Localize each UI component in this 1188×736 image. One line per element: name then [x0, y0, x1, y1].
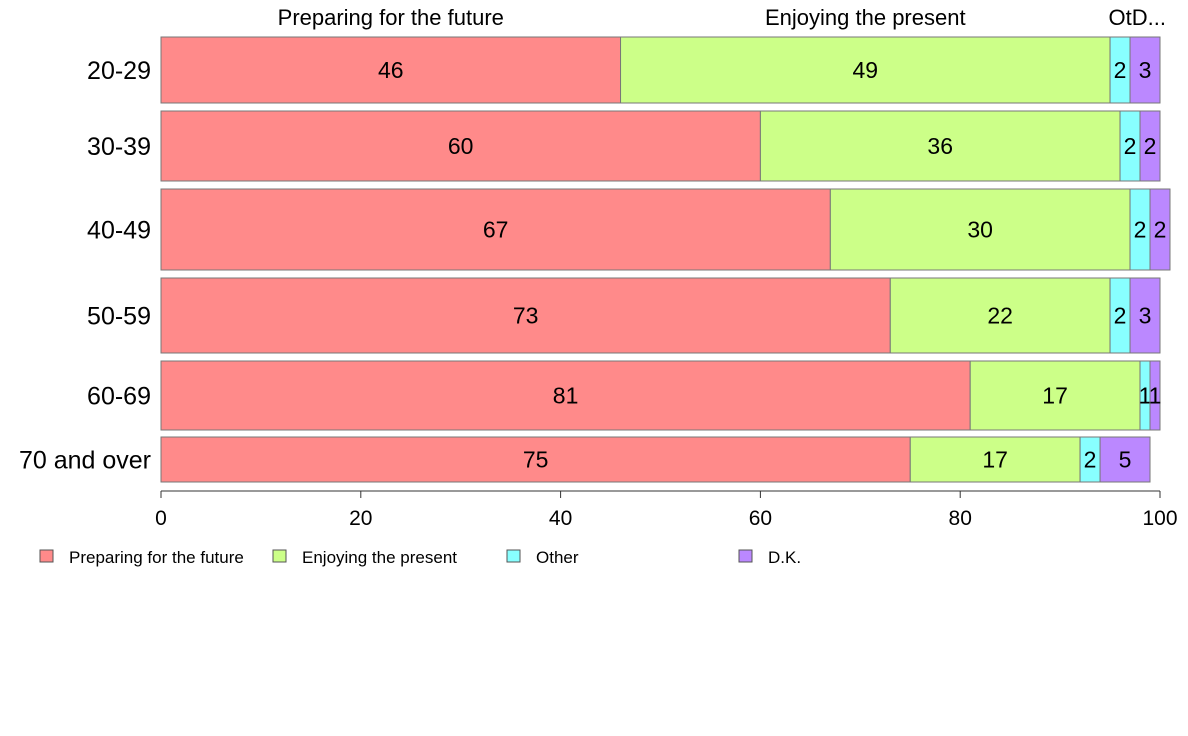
bar-segment: [160, 277, 891, 354]
data-label: 2: [1114, 303, 1127, 329]
y-tick-label: 50-59: [87, 303, 151, 331]
data-label: 1: [1149, 383, 1162, 409]
legend-item: Enjoying the present: [272, 548, 457, 567]
y-tick-label: 60-69: [87, 383, 151, 411]
legend: Preparing for the future Enjoying the pre…: [39, 548, 801, 567]
bar-segment: [1149, 188, 1171, 271]
legend-swatch: [272, 549, 287, 563]
bar-segment: [1129, 36, 1161, 104]
bar-segment: [1129, 277, 1161, 354]
data-label: 5: [1119, 447, 1132, 473]
x-tick-label: 60: [749, 507, 772, 530]
bar-segment: [1099, 436, 1151, 483]
bar-segment: [759, 110, 1121, 182]
x-tick-label: 20: [349, 507, 372, 530]
data-label: 30: [967, 217, 993, 243]
top-label: Preparing for the future: [278, 5, 504, 30]
top-labels: Preparing for the future Enjoying the pre…: [278, 5, 1166, 30]
x-tick-label: 80: [949, 507, 972, 530]
data-label: 17: [982, 447, 1008, 473]
y-tick-label: 20-29: [87, 57, 151, 85]
x-tick-label: 40: [549, 507, 572, 530]
data-label: 73: [513, 303, 539, 329]
legend-label: D.K.: [768, 548, 801, 567]
y-tick-label: 70 and over: [19, 447, 151, 475]
y-axis-labels: 20-29 30-39 40-49 50-59 60-69 70 and over: [19, 57, 151, 475]
data-label: 49: [852, 57, 878, 83]
data-label: 2: [1124, 133, 1137, 159]
data-label: 75: [523, 447, 549, 473]
data-label: 3: [1139, 303, 1152, 329]
bar-segment: [889, 277, 1111, 354]
bar-segment: [1149, 360, 1161, 431]
bar-segment: [829, 188, 1131, 271]
bar-segment: [909, 436, 1081, 483]
data-label: 2: [1144, 133, 1157, 159]
y-tick-label: 40-49: [87, 217, 151, 245]
data-label: 22: [987, 303, 1013, 329]
bar-segment: [160, 188, 831, 271]
x-tick-label: 0: [155, 507, 167, 530]
data-label: 2: [1084, 447, 1097, 473]
legend-item: D.K.: [738, 548, 801, 567]
legend-swatch: [738, 549, 753, 563]
bar-segment: [160, 360, 971, 431]
top-label: Enjoying the present: [765, 5, 966, 30]
top-label: OtD...: [1109, 5, 1166, 30]
x-axis: 0 20 40 60 80 100: [155, 490, 1178, 530]
legend-item: Other: [506, 548, 579, 567]
legend-item: Preparing for the future: [39, 548, 244, 567]
data-label: 67: [483, 217, 509, 243]
bar-segment: [620, 36, 1111, 104]
data-label: 17: [1042, 383, 1068, 409]
bar-segment: [969, 360, 1141, 431]
legend-label: Other: [536, 548, 579, 567]
bar-segment: [1139, 110, 1161, 182]
legend-swatch: [39, 549, 54, 563]
legend-label: Preparing for the future: [69, 548, 244, 567]
x-tick-label: 100: [1142, 507, 1177, 530]
data-label: 36: [927, 133, 953, 159]
data-label: 2: [1154, 217, 1167, 243]
y-tick-label: 30-39: [87, 133, 151, 161]
bar-segment: [160, 110, 761, 182]
bar-segment: [160, 436, 911, 483]
legend-swatch: [506, 549, 521, 563]
data-label: 2: [1134, 217, 1147, 243]
data-label: 1: [1139, 383, 1152, 409]
data-label: 60: [448, 133, 474, 159]
data-label: 2: [1114, 57, 1127, 83]
data-label: 3: [1139, 57, 1152, 83]
legend-label: Enjoying the present: [302, 548, 457, 567]
data-label: 81: [553, 383, 579, 409]
data-label: 46: [378, 57, 404, 83]
bar-segment: [160, 36, 622, 104]
